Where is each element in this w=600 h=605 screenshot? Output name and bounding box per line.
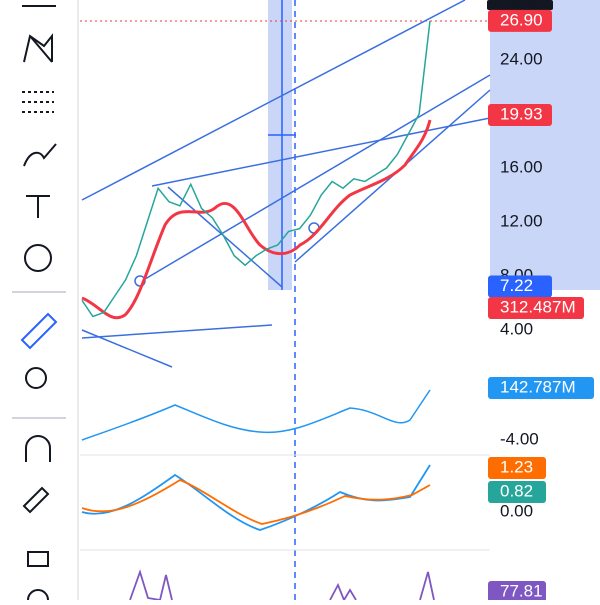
tool-pattern[interactable] [23,33,53,63]
tool-brush[interactable] [23,143,57,167]
tool-zoom[interactable] [25,367,47,389]
price-tag [488,103,552,126]
indicator-tag-label: 77.81 [500,581,543,600]
price-tick-label: 24.00 [500,49,543,68]
indicator-tag-label: 312.487M [500,297,576,316]
indicator-tag [488,457,546,479]
tool-lock[interactable] [27,551,49,567]
price-tag-label: 7.22 [500,276,533,295]
indicator-tag-label: 1.23 [500,457,533,476]
rsi-line [129,569,435,603]
signal-line [81,478,431,525]
tool-ruler[interactable] [20,312,58,350]
price-tick-label: 12.00 [500,211,543,230]
macd-line [81,464,431,531]
price-tag [488,9,552,32]
tool-edit-lock[interactable] [22,486,50,514]
tool-emoji[interactable] [24,244,52,272]
moving-average [81,119,432,320]
price-line [81,20,431,318]
price-tick-label: 16.00 [500,157,543,176]
indicator-tag [488,581,546,603]
indicator-tag-label: 0.00 [500,501,533,520]
indicator-tag [488,481,546,503]
tool-fib[interactable] [22,91,54,113]
tool-text[interactable] [26,195,50,218]
indicator-tag-label: 142.787M [500,377,576,396]
price-tag-label: 19.93 [500,104,543,123]
indicator-tag [488,297,584,319]
price-tag-label: 26.90 [500,10,543,29]
tool-magnet[interactable] [25,435,51,462]
indicator-tag [488,377,594,399]
price-tag [488,275,552,298]
volume-ma [81,389,431,441]
price-tick-label: 4.00 [500,319,533,338]
toolbar-icons[interactable] [12,5,66,605]
indicator-tag-label: 0.82 [500,481,533,500]
axis-highlight [490,0,600,290]
toolbar [0,0,78,600]
indicator-tag-label: -4.00 [500,429,539,448]
axis-tag-top [487,0,553,10]
